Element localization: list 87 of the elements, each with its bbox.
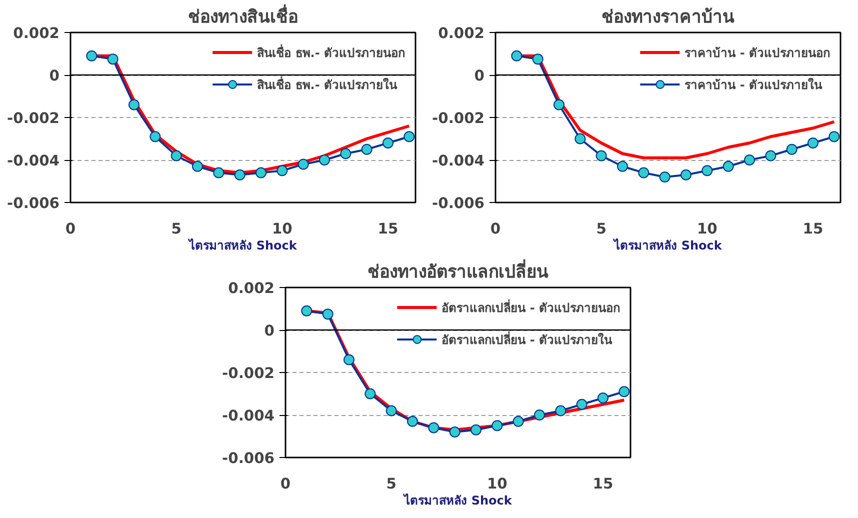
x-tick-label: 10	[486, 476, 508, 492]
y-tick-label: -0.006	[222, 450, 275, 467]
x-tick-label: 15	[378, 220, 398, 238]
x-axis-title: ไตรมาสหลัง Shock	[612, 238, 723, 252]
point	[511, 50, 522, 62]
x-axis-title: ไตรมาสหลัง Shock	[402, 492, 513, 508]
point	[553, 99, 564, 110]
point	[618, 386, 630, 398]
point	[492, 420, 503, 432]
y-tick-label: -0.004	[222, 408, 275, 424]
y-tick-label: 0.002	[438, 25, 484, 42]
point	[382, 138, 394, 148]
point	[722, 160, 734, 172]
y-tick-label: -0.004	[7, 152, 60, 170]
point	[576, 398, 588, 410]
point	[298, 158, 309, 170]
point	[659, 172, 670, 182]
chart-title: ช่องทางราคาบ้าน	[602, 6, 734, 28]
point	[638, 167, 650, 178]
point	[555, 405, 566, 416]
y-tick-label: 0	[49, 68, 60, 84]
x-tick-label: 10	[272, 220, 292, 238]
y-tick-label: 0.002	[228, 280, 274, 297]
y-tick-label: 0	[264, 322, 275, 340]
point	[318, 154, 330, 166]
point	[234, 169, 246, 180]
legend-label: ราคาบ้าน - ตัวแปรภายนอก	[684, 44, 830, 62]
y-tick-label: -0.002	[432, 110, 485, 127]
point	[86, 50, 98, 62]
point	[322, 308, 334, 320]
x-tick-label: 0	[490, 220, 501, 238]
point	[534, 410, 545, 420]
y-tick-label: 0.002	[13, 25, 60, 42]
point	[596, 150, 607, 162]
legend-label: ราคาบ้าน - ตัวแปรภายใน	[684, 76, 822, 94]
point	[512, 416, 524, 427]
x-tick-label: 10	[696, 220, 718, 238]
y-tick-label: -0.002	[7, 110, 60, 127]
point	[828, 131, 840, 142]
x-axis-title: ไตรมาสหลัง Shock	[187, 238, 298, 252]
point	[404, 131, 415, 142]
point	[255, 167, 266, 178]
point	[192, 160, 203, 172]
point	[449, 426, 460, 438]
point	[702, 165, 713, 176]
point	[680, 169, 692, 180]
point	[386, 405, 397, 416]
point	[616, 160, 628, 172]
x-tick-label: 0	[280, 476, 291, 492]
x-tick-label: 15	[592, 476, 614, 492]
point	[597, 392, 608, 404]
point	[807, 138, 818, 148]
point	[532, 54, 544, 65]
point	[213, 167, 224, 178]
point	[107, 54, 118, 65]
legend-label: อัตราแลกเปลี่ยน - ตัวแปรภายนอก	[442, 298, 620, 316]
point	[276, 165, 288, 176]
x-tick-label: 5	[386, 476, 396, 492]
y-tick-label: 0	[474, 68, 485, 84]
y-tick-label: -0.004	[432, 152, 485, 170]
chart-title: ช่องทางสินเชื่อ	[188, 4, 298, 28]
x-tick-label: 5	[171, 220, 182, 238]
point	[744, 154, 755, 166]
point	[765, 150, 776, 162]
x-tick-label: 15	[802, 220, 824, 238]
chart-title: ช่องทางอัตราแลกเปลี่ยน	[368, 258, 548, 282]
x-tick-label: 0	[65, 220, 76, 238]
legend-label: สินเชื่อ ธพ.- ตัวแปรภายนอก	[257, 43, 405, 62]
point	[340, 148, 352, 160]
legend-label: สินเชื่อ ธพ.- ตัวแปรภายใน	[257, 75, 397, 94]
point	[150, 131, 161, 142]
y-tick-label: -0.002	[222, 365, 275, 382]
point	[786, 144, 798, 155]
point	[170, 150, 182, 162]
point	[406, 416, 418, 427]
point	[574, 133, 586, 144]
point	[470, 424, 482, 436]
point	[361, 144, 372, 155]
point	[428, 422, 440, 434]
point	[301, 305, 312, 316]
y-tick-label: -0.006	[432, 195, 485, 212]
point	[364, 388, 376, 400]
point	[128, 99, 140, 110]
x-tick-label: 5	[596, 220, 606, 238]
legend-label: อัตราแลกเปลี่ยน - ตัวแปรภายใน	[442, 330, 612, 348]
y-tick-label: -0.006	[7, 195, 60, 212]
point	[343, 354, 354, 366]
